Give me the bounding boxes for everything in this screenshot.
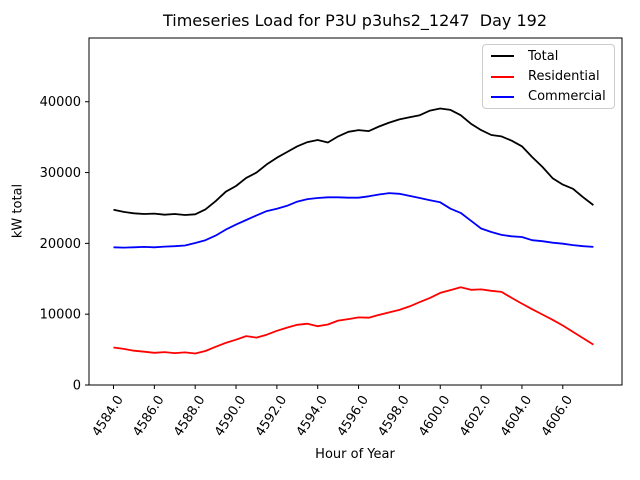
x-tick-label: 4600.0 — [416, 393, 453, 439]
series-line-commercial — [113, 192, 594, 249]
chart-title: Timeseries Load for P3U p3uhs2_1247 Day … — [162, 11, 548, 30]
legend-label-residential: Residential — [528, 69, 600, 84]
y-tick-label: 0 — [73, 379, 81, 394]
x-tick-label: 4594.0 — [294, 393, 331, 439]
x-tick-label: 4588.0 — [171, 393, 208, 439]
legend-label-total: Total — [528, 48, 559, 64]
axes-frame — [88, 37, 623, 386]
x-tick-label: 4586.0 — [130, 393, 167, 439]
legend-line-total-swatch — [491, 55, 514, 58]
legend: Total Residential Commercial — [482, 44, 615, 109]
legend-line-commercial-swatch — [491, 95, 514, 98]
series-line-residential — [113, 286, 594, 355]
y-tick-label: 10000 — [40, 308, 81, 323]
x-tick-label: 4584.0 — [89, 393, 126, 439]
legend-label-commercial: Commercial — [528, 89, 606, 105]
x-tick-label: 4606.0 — [539, 393, 576, 439]
x-tick-label: 4602.0 — [457, 393, 494, 439]
legend-entry-commercial: Commercial — [491, 88, 614, 106]
x-tick-label: 4596.0 — [335, 393, 372, 439]
legend-line-residential-swatch — [491, 75, 514, 78]
legend-entry-total: Total — [491, 47, 614, 65]
y-tick-label: 40000 — [40, 95, 81, 110]
legend-entry-residential: Residential — [491, 68, 614, 86]
y-tick-label: 30000 — [40, 166, 81, 181]
y-axis-label: kW total — [10, 183, 26, 239]
x-tick-label: 4590.0 — [212, 393, 249, 439]
x-tick-label: 4604.0 — [498, 393, 535, 439]
x-tick-label: 4592.0 — [253, 393, 290, 439]
x-axis-label: Hour of Year — [315, 447, 395, 462]
y-tick-label: 20000 — [40, 237, 81, 252]
x-tick-label: 4598.0 — [375, 393, 412, 439]
series-line-total — [113, 107, 594, 216]
